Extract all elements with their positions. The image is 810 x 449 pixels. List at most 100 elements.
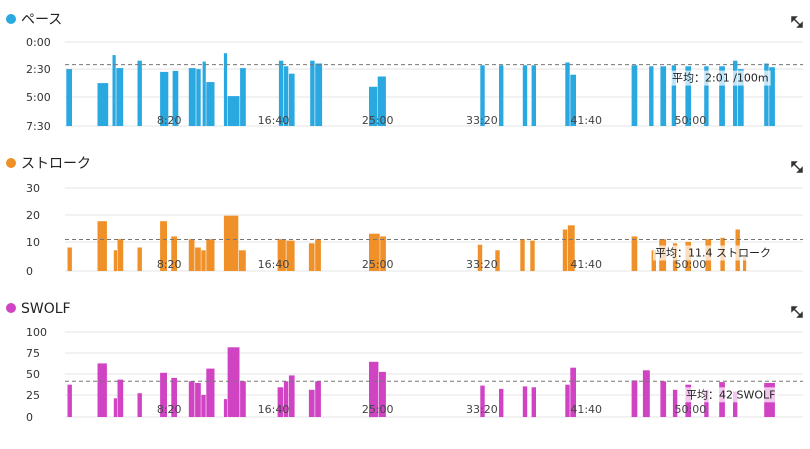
pace-bar [631,65,638,126]
stroke-bar [195,247,201,271]
swolf-bar [642,370,650,418]
pace-bar [565,62,570,126]
pace-y-tick: 5:00 [26,91,51,104]
swolf-bar [531,387,536,418]
pace-x-tick: 16:40 [258,114,290,127]
stroke-bar [495,250,500,272]
expand-icon[interactable] [791,161,803,173]
pace-bar [97,83,109,126]
swolf-bar [97,363,107,417]
pace-bar [66,69,72,126]
pace-y-tick: 7:30 [26,120,51,133]
swolf-y-tick: 0 [26,411,33,424]
swolf-bar [206,368,215,417]
stroke-bar [308,243,315,271]
swolf-bar [288,375,295,417]
stroke-x-tick: 16:40 [258,258,290,271]
swolf-bar [499,388,504,417]
swolf-bar [631,380,638,417]
swolf-bar [283,381,289,417]
stroke-bar [206,239,215,271]
swolf-bar [570,367,576,417]
pace-bar [160,71,169,126]
pace-legend-dot [6,14,16,24]
stroke-average-label-bg [653,245,773,261]
stroke-bar [238,250,246,272]
stroke-bar [530,240,535,271]
swolf-bar [480,385,485,417]
pace-bar [719,66,725,126]
pace-bar [206,82,215,126]
expand-icon[interactable] [791,306,803,318]
swolf-chart: SWOLF 100 75 50 25 0 8:20 16:40 25:00 33:20 41:40 5… [6,301,803,424]
pace-bar [315,63,323,126]
pace-x-tick: 25:00 [362,114,394,127]
pace-x-tick: 41:40 [570,114,602,127]
swolf-bar [565,384,570,417]
stroke-bar [160,221,167,271]
stroke-y-tick: 10 [26,236,40,249]
stroke-bar [567,225,575,271]
swolf-bar [704,389,709,417]
swolf-bar [67,384,72,417]
stroke-bar [315,239,321,271]
swolf-bar [113,398,117,417]
pace-bar [738,69,744,126]
pace-bar [116,68,124,126]
stroke-bar [631,236,638,271]
pace-bar [196,69,201,126]
expand-icon[interactable] [791,16,803,28]
pace-bar [227,96,240,126]
swolf-x-tick: 25:00 [362,403,394,416]
pace-bar [531,65,536,126]
swolf-bar [522,386,528,417]
pace-bar [172,70,179,126]
swolf-bar [369,361,379,418]
swolf-x-tick: 8:20 [157,403,182,416]
swolf-x-tick: 50:00 [675,403,707,416]
pace-bar [499,65,504,126]
swolf-y-tick: 50 [26,368,40,381]
stroke-y-tick: 20 [26,209,40,222]
stroke-bar [97,221,107,271]
swolf-bar [227,347,240,417]
pace-title: ペース [21,12,62,28]
swolf-bar [308,389,315,417]
pace-bar [671,65,677,126]
swolf-x-tick: 41:40 [570,403,602,416]
pace-bar [188,68,196,126]
stroke-bar [277,239,286,271]
stroke-bar [562,229,568,271]
stroke-bar [380,236,386,271]
stroke-bar [67,247,72,271]
stroke-title: ストローク [21,156,91,172]
swolf-bar [672,389,678,417]
stroke-x-tick: 33:20 [466,258,498,271]
pace-y-tick: 0:00 [26,36,51,49]
pace-bar [522,65,528,126]
swolf-bar [171,377,177,417]
stroke-bar [137,247,142,271]
pace-bar [685,66,692,126]
pace-x-tick: 33:20 [466,114,498,127]
pace-bar [369,86,378,126]
swolf-y-tick: 100 [26,326,47,339]
swolf-bar [660,381,667,417]
stroke-average-label: 平均：11.4 ストローク [655,247,771,260]
swolf-bar [240,381,246,417]
swolf-bar [315,381,321,417]
pace-bar [704,66,709,126]
pace-x-tick: 8:20 [157,114,182,127]
pace-bar [278,60,284,127]
stroke-bar [477,244,483,271]
stroke-y-tick: 0 [26,265,33,278]
pace-bar [649,66,654,126]
stroke-x-tick: 25:00 [362,258,394,271]
pace-y-tick: 2:30 [26,63,51,76]
stroke-bar [369,233,380,271]
pace-bar [310,60,315,127]
pace-bar [202,61,206,126]
stroke-bar [171,236,177,271]
swolf-bar [277,387,284,418]
pace-average-label: 平均：2:01 /100m [672,72,769,85]
